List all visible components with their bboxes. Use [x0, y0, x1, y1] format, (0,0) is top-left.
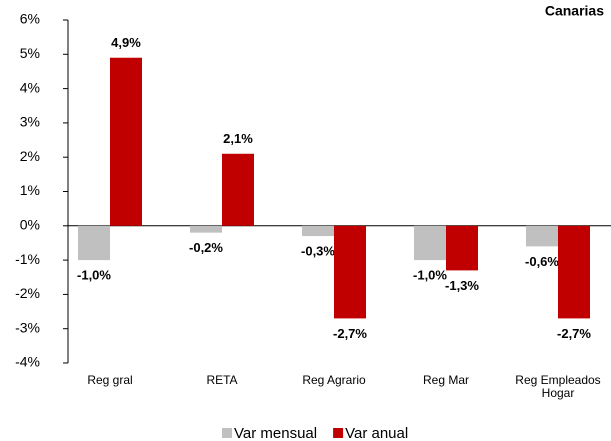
- data-label: -0,2%: [189, 240, 223, 255]
- data-label: 2,1%: [223, 131, 253, 146]
- x-tick-label: RETA: [206, 373, 238, 387]
- data-label: -0,3%: [301, 244, 335, 259]
- chart-subtitle: Canarias: [545, 3, 604, 19]
- y-tick-label: -2%: [15, 285, 40, 301]
- y-tick-label: 2%: [20, 148, 40, 164]
- x-tick-label: Reg gral: [87, 373, 133, 387]
- data-label: -1,0%: [77, 268, 111, 283]
- y-tick-label: -4%: [15, 354, 40, 370]
- x-tick-label: Reg Empleados Hogar: [515, 373, 601, 400]
- y-tick-label: -1%: [15, 251, 40, 267]
- bar: [302, 225, 334, 237]
- data-label: -2,7%: [333, 326, 367, 341]
- bar: [446, 225, 478, 271]
- x-tick-label: Reg Agrario: [302, 373, 366, 387]
- x-tick-label: Reg Mar: [422, 373, 469, 387]
- data-label: 4,9%: [111, 35, 141, 50]
- legend-label: Var anual: [345, 425, 408, 441]
- data-label: -1,0%: [413, 268, 447, 283]
- y-tick-label: 3%: [20, 114, 40, 130]
- data-label: -1,3%: [445, 278, 479, 293]
- legend-swatch: [333, 428, 344, 438]
- legend-label: Var mensual: [234, 425, 317, 441]
- y-tick-label: 6%: [20, 11, 40, 27]
- bar: [334, 225, 366, 319]
- bar: [526, 225, 558, 247]
- legend-swatch: [222, 428, 232, 438]
- bar: [190, 225, 222, 233]
- bar: [222, 153, 254, 226]
- bar: [414, 225, 446, 261]
- y-tick-label: 5%: [20, 45, 40, 61]
- bar: [78, 225, 110, 261]
- data-label: -0,6%: [525, 254, 559, 269]
- data-label: -2,7%: [557, 326, 591, 341]
- y-tick-label: 0%: [20, 217, 40, 233]
- bar: [110, 57, 142, 226]
- bar: [558, 225, 590, 319]
- y-tick-label: 4%: [20, 79, 40, 95]
- y-tick-label: -3%: [15, 319, 40, 335]
- y-tick-label: 1%: [20, 182, 40, 198]
